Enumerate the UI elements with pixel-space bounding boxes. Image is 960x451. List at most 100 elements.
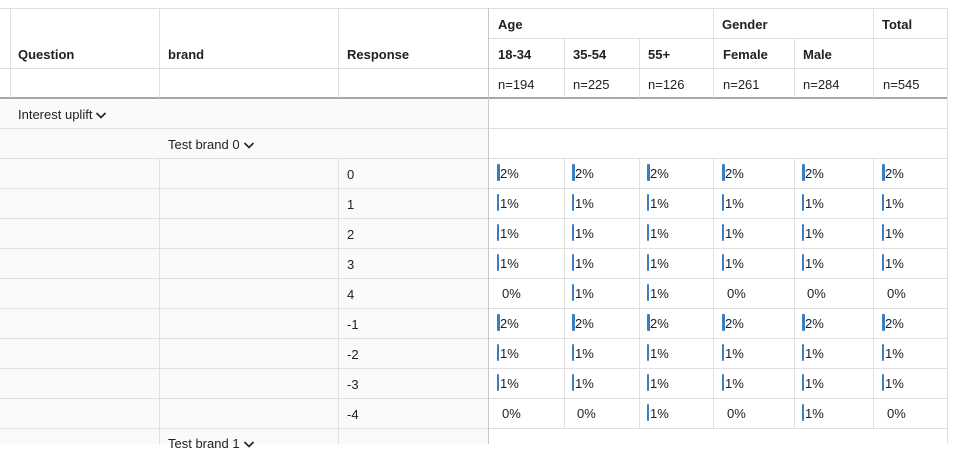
percent-bar [722, 164, 725, 181]
data-cell[interactable]: 1% [722, 338, 792, 368]
percent-bar [722, 224, 724, 241]
percent-value: 1% [725, 256, 744, 271]
percent-bar [647, 314, 650, 331]
data-cell[interactable]: 0% [497, 398, 562, 428]
data-cell[interactable]: 1% [802, 338, 872, 368]
question-group-label: Interest uplift [18, 107, 93, 122]
data-cell[interactable]: 1% [722, 248, 792, 278]
percent-value: 1% [500, 256, 519, 271]
percent-bar [802, 194, 804, 211]
row-header-panel [0, 98, 488, 444]
data-cell[interactable]: 2% [882, 308, 946, 338]
data-cell[interactable]: 1% [647, 368, 712, 398]
brand-group-test-brand-0[interactable]: Test brand 0 [168, 137, 255, 152]
percent-bar [722, 374, 724, 391]
data-cell[interactable]: 0% [722, 278, 792, 308]
grid-line [489, 38, 948, 39]
data-cell[interactable]: 1% [647, 248, 712, 278]
percent-value: 1% [725, 376, 744, 391]
column-header-question[interactable]: Question [18, 47, 75, 62]
data-cell[interactable]: 1% [497, 188, 562, 218]
grid-line [0, 398, 948, 399]
data-cell[interactable]: 1% [497, 248, 562, 278]
data-cell[interactable]: 1% [802, 368, 872, 398]
data-cell[interactable]: 1% [497, 338, 562, 368]
data-cell[interactable]: 2% [572, 158, 637, 188]
grid-line [639, 38, 640, 98]
data-cell[interactable]: 2% [722, 308, 792, 338]
data-cell[interactable]: 1% [572, 338, 637, 368]
question-group-interest-uplift[interactable]: Interest uplift [18, 107, 107, 122]
percent-value: 0% [502, 406, 521, 421]
percent-value: 2% [805, 166, 824, 181]
data-cell[interactable]: 0% [882, 398, 946, 428]
data-cell[interactable]: 1% [802, 218, 872, 248]
data-cell[interactable]: 2% [497, 308, 562, 338]
percent-bar [647, 164, 650, 181]
data-cell[interactable]: 0% [497, 278, 562, 308]
percent-value: 2% [650, 316, 669, 331]
data-cell[interactable]: 2% [497, 158, 562, 188]
column-header-5[interactable]: Male [803, 47, 832, 62]
data-cell[interactable]: 1% [882, 218, 946, 248]
data-cell[interactable]: 1% [722, 218, 792, 248]
data-cell[interactable]: 1% [882, 338, 946, 368]
data-cell[interactable]: 1% [882, 188, 946, 218]
data-cell[interactable]: 1% [647, 188, 712, 218]
data-cell[interactable]: 1% [572, 278, 637, 308]
grid-line [947, 8, 948, 444]
data-cell[interactable]: 0% [722, 398, 792, 428]
data-cell[interactable]: 1% [647, 338, 712, 368]
group-header-age: Age [498, 17, 523, 32]
data-cell[interactable]: 2% [722, 158, 792, 188]
data-cell[interactable]: 2% [647, 158, 712, 188]
response-label: -2 [347, 347, 359, 362]
percent-value: 1% [805, 226, 824, 241]
data-cell[interactable]: 0% [802, 278, 872, 308]
data-cell[interactable]: 2% [882, 158, 946, 188]
column-header-brand[interactable]: brand [168, 47, 205, 62]
data-cell[interactable]: 1% [882, 368, 946, 398]
grid-line [0, 248, 948, 249]
data-cell[interactable]: 0% [882, 278, 946, 308]
data-cell[interactable]: 1% [882, 248, 946, 278]
data-cell[interactable]: 1% [572, 368, 637, 398]
data-cell[interactable]: 1% [647, 398, 712, 428]
data-cell[interactable]: 1% [802, 398, 872, 428]
data-cell[interactable]: 2% [802, 158, 872, 188]
data-cell[interactable]: 1% [647, 278, 712, 308]
percent-value: 1% [725, 226, 744, 241]
data-cell[interactable]: 1% [497, 368, 562, 398]
data-cell[interactable]: 1% [647, 218, 712, 248]
percent-value: 2% [725, 166, 744, 181]
column-header-3[interactable]: 55+ [648, 47, 671, 62]
column-header-4[interactable]: Female [723, 47, 768, 62]
data-cell[interactable]: 2% [647, 308, 712, 338]
data-cell[interactable]: 1% [802, 188, 872, 218]
percent-value: 1% [650, 256, 669, 271]
data-cell[interactable]: 1% [802, 248, 872, 278]
percent-value: 1% [575, 196, 594, 211]
data-cell[interactable]: 1% [722, 368, 792, 398]
data-cell[interactable]: 2% [802, 308, 872, 338]
data-cell[interactable]: 1% [572, 218, 637, 248]
data-cell[interactable]: 0% [572, 398, 637, 428]
response-label: -3 [347, 377, 359, 392]
response-label: -4 [347, 407, 359, 422]
column-header-2[interactable]: 35-54 [573, 47, 607, 62]
data-cell[interactable]: 1% [497, 218, 562, 248]
percent-bar [647, 404, 649, 421]
column-header-response[interactable]: Response [347, 47, 410, 62]
grid-line [10, 8, 11, 98]
data-cell[interactable]: 1% [572, 188, 637, 218]
data-cell[interactable]: 1% [722, 188, 792, 218]
grid-line [338, 8, 339, 98]
column-header-1[interactable]: 18-34 [498, 47, 532, 62]
data-cell[interactable]: 2% [572, 308, 637, 338]
percent-value: 1% [805, 376, 824, 391]
response-label: 4 [347, 287, 355, 302]
grid-line [159, 158, 160, 444]
percent-value: 1% [575, 376, 594, 391]
data-cell[interactable]: 1% [572, 248, 637, 278]
